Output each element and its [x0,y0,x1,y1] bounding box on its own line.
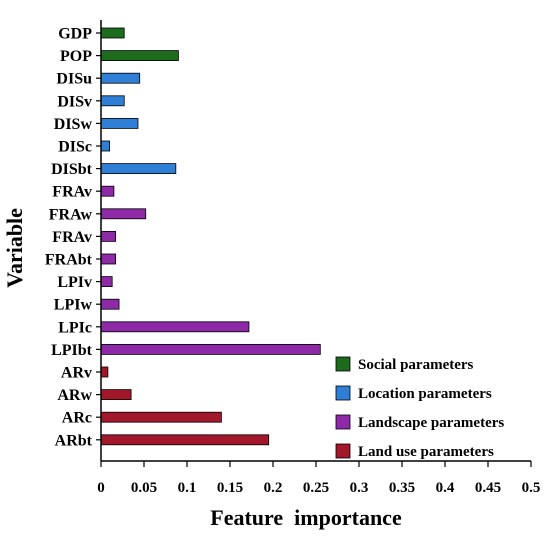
bar [100,298,120,310]
bar [100,27,125,39]
category-label: DISbt [51,161,93,178]
x-tick-label: 0.1 [178,480,197,496]
x-tick-label: 0.4 [436,480,455,496]
bar [100,208,147,220]
bar [100,389,132,401]
category-label: ARv [61,365,92,382]
bar [100,95,125,107]
y-axis-title: Variable [2,208,27,288]
bar [100,163,177,175]
category-label: FRAbt [45,252,93,269]
bar [100,230,117,242]
x-tick-label: 0.45 [475,480,501,496]
category-label: DISv [57,93,92,110]
bar [100,366,109,378]
category-labels: GDP POP DISu DISv DISw DISc DISbt FRAv FRAw FRAv F… [45,26,101,449]
x-tick-label: 0.05 [131,480,157,496]
x-tick-label: 0.15 [217,480,243,496]
category-label: LPIw [54,297,93,314]
bar [100,253,117,265]
bar [100,411,222,423]
bar [100,118,139,129]
legend-swatch [335,443,351,459]
x-tick-label: 0.35 [389,480,415,496]
legend-swatch [335,385,351,401]
category-label: GDP [58,26,92,43]
x-tick-label: 0.2 [264,480,283,496]
category-label: DISc [58,139,92,156]
legend-swatch [335,356,351,372]
legend-swatch [335,414,351,430]
category-label: LPIv [57,274,92,291]
x-tick-label: 0.3 [350,480,369,496]
bar [100,321,250,333]
bar [100,434,270,446]
legend-label: Social parameters [358,357,474,373]
category-label: POP [60,48,92,65]
category-label: LPIbt [51,342,93,359]
bar [100,276,113,288]
legend-label: Land use parameters [358,444,494,460]
category-label: ARw [57,387,92,404]
category-label: DISw [54,116,93,133]
category-label: DISu [56,71,92,88]
bar [100,72,141,84]
category-label: ARbt [55,432,93,449]
x-tick-label: 0.5 [522,480,541,496]
bar [100,343,321,355]
bar [100,140,110,152]
bar [100,50,179,61]
category-label: ARc [62,410,92,427]
legend-label: Landscape parameters [358,415,504,431]
x-tick-label: 0.25 [303,480,329,496]
legend: Social parameters Location parameters Land… [335,356,504,460]
category-label: LPIc [58,319,92,336]
bars-layer [100,27,321,446]
category-label: FRAv [52,229,92,246]
category-label: FRAw [49,206,93,223]
category-label: FRAv [52,184,92,201]
bar [100,185,115,197]
x-tick-label: 0 [97,480,105,496]
legend-label: Location parameters [358,386,492,402]
x-ticks: 0 0.05 0.1 0.15 0.2 0.25 0.3 0.35 0.4 0.45 0.5 [97,461,540,496]
x-axis-title: Feature importance [210,505,402,530]
